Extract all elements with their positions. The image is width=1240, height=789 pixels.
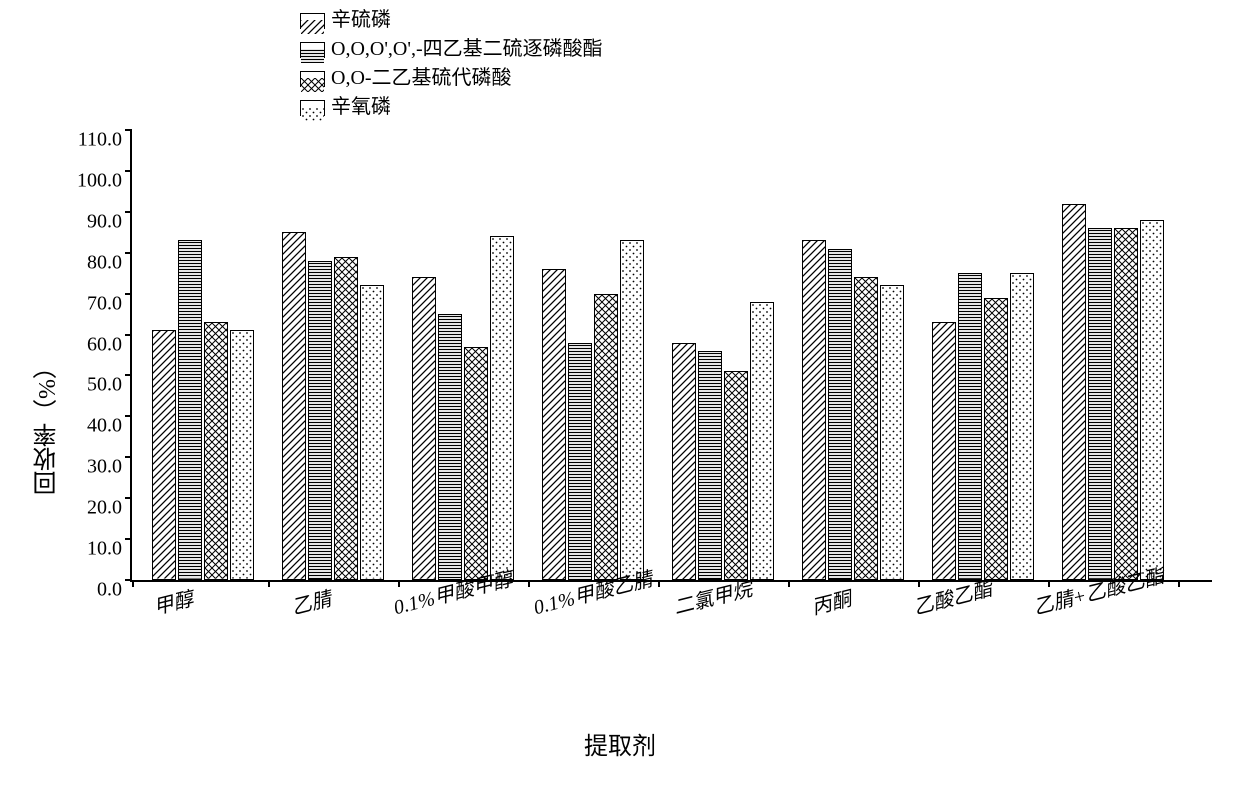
bar — [1062, 204, 1086, 580]
bar — [490, 236, 514, 580]
bar — [152, 330, 176, 580]
x-tick-mark — [1178, 580, 1180, 587]
bar — [880, 285, 904, 580]
x-tick-mark — [398, 580, 400, 587]
bar — [672, 343, 696, 580]
bar — [984, 298, 1008, 580]
bar — [698, 351, 722, 580]
bar — [1114, 228, 1138, 580]
bar — [542, 269, 566, 580]
y-tick-mark — [125, 293, 132, 295]
x-axis-label: 提取剂 — [0, 726, 1240, 761]
bar-group — [932, 273, 1034, 580]
y-tick-label: 30.0 — [87, 456, 132, 479]
legend-label: O,O-二乙基硫代磷酸 — [331, 64, 512, 93]
bar-group — [1062, 204, 1164, 580]
bar — [308, 261, 332, 580]
y-tick-label: 70.0 — [87, 292, 132, 315]
y-tick-mark — [125, 170, 132, 172]
bar — [828, 249, 852, 580]
bar — [464, 347, 488, 580]
x-tick-mark — [918, 580, 920, 587]
bar-group — [152, 240, 254, 580]
legend-swatch — [300, 71, 325, 87]
y-tick-mark — [125, 129, 132, 131]
bar — [620, 240, 644, 580]
legend-item: O,O,O',O',-四乙基二硫逐磷酸酯 — [300, 35, 603, 64]
legend-swatch — [300, 13, 325, 29]
bar-group — [282, 232, 384, 580]
y-tick-label: 20.0 — [87, 497, 132, 520]
legend-label: O,O,O',O',-四乙基二硫逐磷酸酯 — [331, 35, 603, 64]
bar-group — [542, 240, 644, 580]
bar — [802, 240, 826, 580]
bar — [1140, 220, 1164, 580]
y-tick-mark — [125, 415, 132, 417]
bar-group — [802, 240, 904, 580]
bar — [750, 302, 774, 580]
bar — [360, 285, 384, 580]
legend-label: 辛氧磷 — [331, 93, 391, 122]
bar — [958, 273, 982, 580]
x-tick-mark — [528, 580, 530, 587]
y-tick-mark — [125, 252, 132, 254]
legend-item: 辛氧磷 — [300, 93, 603, 122]
bar — [178, 240, 202, 580]
bar — [438, 314, 462, 580]
y-tick-mark — [125, 456, 132, 458]
bar — [334, 257, 358, 580]
plot-area: 0.010.020.030.040.050.060.070.080.090.01… — [130, 130, 1212, 582]
bar — [1088, 228, 1112, 580]
bar — [282, 232, 306, 580]
y-tick-mark — [125, 211, 132, 213]
legend: 辛硫磷O,O,O',O',-四乙基二硫逐磷酸酯O,O-二乙基硫代磷酸辛氧磷 — [300, 6, 603, 122]
bar-group — [672, 302, 774, 580]
y-tick-label: 0.0 — [97, 579, 132, 602]
y-axis-label: 回收率（%） — [30, 355, 65, 495]
bar — [412, 277, 436, 580]
x-tick-label: 乙腈 — [288, 582, 334, 620]
y-tick-mark — [125, 497, 132, 499]
y-tick-mark — [125, 579, 132, 581]
y-tick-label: 10.0 — [87, 538, 132, 561]
y-tick-label: 100.0 — [77, 169, 132, 192]
y-tick-label: 60.0 — [87, 333, 132, 356]
bar-group — [412, 236, 514, 580]
y-tick-mark — [125, 334, 132, 336]
y-tick-label: 40.0 — [87, 415, 132, 438]
y-tick-label: 50.0 — [87, 374, 132, 397]
legend-swatch — [300, 100, 325, 116]
bar — [230, 330, 254, 580]
chart-container: 辛硫磷O,O,O',O',-四乙基二硫逐磷酸酯O,O-二乙基硫代磷酸辛氧磷 回收… — [0, 0, 1240, 789]
x-tick-mark — [788, 580, 790, 587]
y-tick-label: 110.0 — [78, 129, 132, 152]
bar — [932, 322, 956, 580]
bar — [594, 294, 618, 580]
x-tick-mark — [268, 580, 270, 587]
bar — [854, 277, 878, 580]
bar — [568, 343, 592, 580]
y-tick-label: 90.0 — [87, 210, 132, 233]
y-tick-mark — [125, 538, 132, 540]
bar — [1010, 273, 1034, 580]
x-tick-label: 丙酮 — [808, 582, 854, 620]
legend-item: 辛硫磷 — [300, 6, 603, 35]
bar — [724, 371, 748, 580]
y-tick-mark — [125, 374, 132, 376]
legend-label: 辛硫磷 — [331, 6, 391, 35]
legend-item: O,O-二乙基硫代磷酸 — [300, 64, 603, 93]
x-tick-label: 甲醇 — [150, 582, 196, 620]
y-tick-label: 80.0 — [87, 251, 132, 274]
x-tick-mark — [658, 580, 660, 587]
bar — [204, 322, 228, 580]
legend-swatch — [300, 42, 325, 58]
x-tick-mark — [132, 580, 134, 587]
